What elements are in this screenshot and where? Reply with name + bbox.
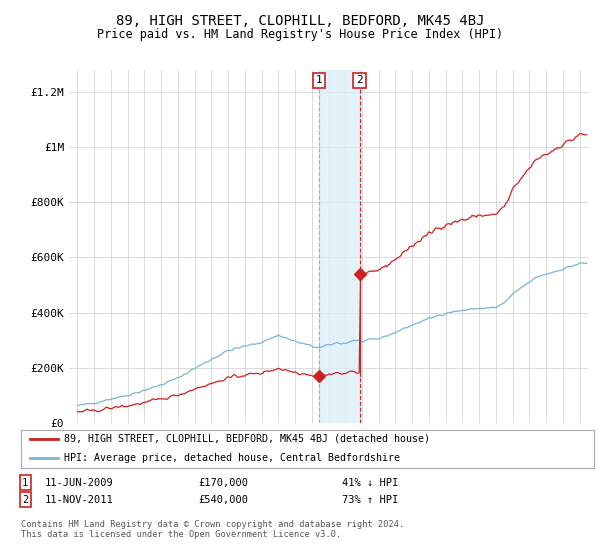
Text: £540,000: £540,000: [198, 494, 248, 505]
Text: 2: 2: [356, 75, 363, 85]
Text: Price paid vs. HM Land Registry's House Price Index (HPI): Price paid vs. HM Land Registry's House …: [97, 28, 503, 41]
Text: 11-JUN-2009: 11-JUN-2009: [45, 478, 114, 488]
Text: HPI: Average price, detached house, Central Bedfordshire: HPI: Average price, detached house, Cent…: [64, 454, 400, 464]
Text: Contains HM Land Registry data © Crown copyright and database right 2024.
This d: Contains HM Land Registry data © Crown c…: [21, 520, 404, 539]
Text: £170,000: £170,000: [198, 478, 248, 488]
Text: 41% ↓ HPI: 41% ↓ HPI: [342, 478, 398, 488]
Text: 1: 1: [22, 478, 28, 488]
Text: 89, HIGH STREET, CLOPHILL, BEDFORD, MK45 4BJ: 89, HIGH STREET, CLOPHILL, BEDFORD, MK45…: [116, 14, 484, 28]
Text: 1: 1: [316, 75, 322, 85]
Bar: [319, 70, 359, 423]
Text: 11-NOV-2011: 11-NOV-2011: [45, 494, 114, 505]
Text: 89, HIGH STREET, CLOPHILL, BEDFORD, MK45 4BJ (detached house): 89, HIGH STREET, CLOPHILL, BEDFORD, MK45…: [64, 433, 430, 444]
Text: 2: 2: [22, 494, 28, 505]
Text: 73% ↑ HPI: 73% ↑ HPI: [342, 494, 398, 505]
